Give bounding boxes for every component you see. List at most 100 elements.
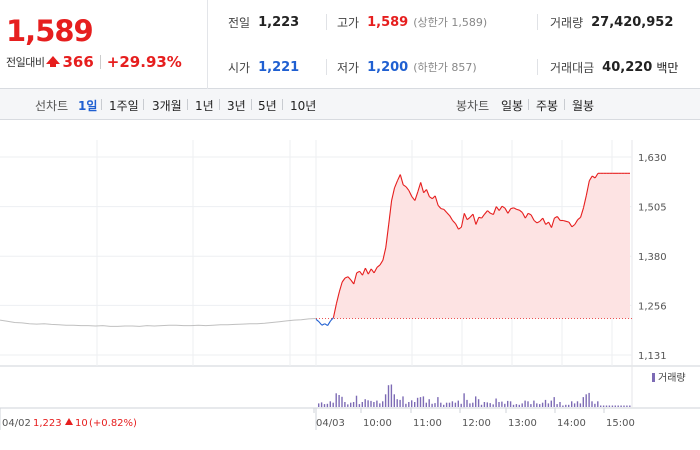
- line-chart-label: 선차트: [35, 99, 69, 113]
- y-tick-label: 1,131: [638, 351, 667, 362]
- volume-bar: [553, 397, 555, 407]
- tab-daily[interactable]: 일봉: [501, 99, 524, 113]
- price-segment: [411, 196, 416, 201]
- x-tick-label: 10:00: [363, 418, 392, 429]
- tab-1y[interactable]: 1년: [195, 99, 214, 113]
- divider: [537, 59, 538, 75]
- price-chart[interactable]: 1,630 1,505 1,380 1,256 1,131 04/03 10:00 11:0…: [0, 120, 700, 450]
- trade-value-label: 거래대금: [550, 60, 595, 75]
- volume-bar: [443, 404, 445, 407]
- price-segment: [469, 213, 474, 218]
- change-amount: 366: [62, 53, 94, 71]
- volume-bar: [617, 405, 619, 407]
- volume-bar: [483, 402, 486, 407]
- price-fill-area: [316, 173, 630, 319]
- price-segment: [335, 291, 340, 304]
- tab-divider: [101, 99, 102, 110]
- price-segment: [423, 189, 427, 194]
- tab-monthly[interactable]: 월봉: [572, 99, 595, 113]
- volume-bar: [562, 405, 564, 407]
- x-tick-label: 13:00: [508, 418, 537, 429]
- low-label: 저가: [337, 60, 360, 75]
- open-value: 1,221: [258, 59, 300, 75]
- x-tick-label: 15:00: [606, 418, 635, 429]
- tab-1d[interactable]: 1일: [78, 99, 98, 113]
- upper-limit-note: (상한가 1,589): [413, 16, 488, 29]
- price-segment: [425, 189, 430, 197]
- tab-3m[interactable]: 3개월: [152, 99, 182, 113]
- price-segment: [327, 320, 331, 326]
- low-price: 저가 1,200 (하한가 857): [337, 57, 477, 77]
- high-label: 고가: [337, 15, 360, 30]
- volume-bar: [611, 405, 614, 407]
- prev-close-value: 1,223: [258, 14, 300, 30]
- tab-divider: [219, 99, 220, 110]
- volume-bar: [573, 403, 576, 407]
- price-segment: [379, 259, 384, 266]
- volume-bar: [457, 400, 459, 407]
- price-segment: [481, 213, 486, 219]
- volume-bar: [620, 405, 622, 407]
- price-segment: [554, 216, 558, 219]
- price-segment: [501, 205, 506, 209]
- chart-svg[interactable]: 1,630 1,505 1,380 1,256 1,131 04/03 10:00 11:0…: [0, 120, 700, 450]
- price-summary: 1,589 전일대비 366 +29.93%: [0, 0, 208, 89]
- volume-bar: [588, 392, 590, 407]
- tab-weekly[interactable]: 주봉: [536, 99, 559, 113]
- volume-bar: [347, 404, 349, 407]
- price-segment: [504, 207, 509, 214]
- y-tick-label: 1,505: [638, 203, 667, 214]
- price-segment: [391, 187, 396, 201]
- price-segment: [364, 267, 369, 275]
- price-segment: [550, 217, 555, 228]
- price-segment: [539, 217, 544, 222]
- price-segment: [585, 180, 590, 196]
- volume-bar: [585, 394, 587, 407]
- volume-bar: [515, 404, 518, 407]
- volume: 거래량 27,420,952: [550, 12, 673, 32]
- price-segment: [367, 268, 372, 275]
- price-segment: [591, 175, 596, 179]
- tab-5y[interactable]: 5년: [258, 99, 277, 113]
- x-tick-label: 14:00: [557, 418, 586, 429]
- price-segment: [353, 272, 358, 285]
- up-arrow-icon: [46, 56, 61, 67]
- price-segment: [321, 323, 325, 326]
- volume-bar: [541, 402, 544, 407]
- prev-day-label: 04/02 1,223 10 (+0.82%): [2, 418, 137, 429]
- volume-bar: [323, 404, 326, 407]
- price-segment: [513, 207, 517, 210]
- volume-bar: [556, 404, 558, 407]
- x-tick-label: 12:00: [462, 418, 491, 429]
- tab-divider: [282, 99, 283, 110]
- volume-bar: [600, 405, 602, 407]
- volume-bar: [547, 403, 550, 407]
- price-segment: [347, 276, 352, 281]
- volume-bar: [434, 403, 436, 407]
- price-segment: [388, 200, 393, 225]
- price-segment: [350, 279, 355, 285]
- price-segment: [443, 209, 448, 213]
- price-segment: [580, 207, 585, 218]
- trade-value-unit: 백만: [656, 60, 679, 75]
- volume-bar: [533, 400, 535, 407]
- period-tabs: 선차트 1일 1주일 3개월 1년 3년 5년 10년 봉차트 일봉 주봉 월봉: [0, 89, 700, 120]
- tab-3y[interactable]: 3년: [227, 99, 246, 113]
- prev-close: 1,223: [33, 418, 62, 429]
- volume-bar: [408, 402, 410, 407]
- price-segment: [341, 277, 346, 283]
- prev-day-line: [0, 318, 317, 327]
- volume-bar: [614, 405, 616, 407]
- tab-10y[interactable]: 10년: [290, 99, 317, 113]
- price-segment: [475, 217, 480, 225]
- price-segment: [463, 213, 468, 220]
- x-tick-label: 04/03: [316, 418, 345, 429]
- volume-bar: [411, 400, 413, 408]
- volume-bar: [477, 399, 480, 407]
- volume-bar: [352, 402, 355, 407]
- prev-close-label: 전일: [228, 15, 251, 30]
- price-segment: [588, 175, 593, 182]
- volume-bar: [463, 393, 465, 408]
- price-segment: [440, 208, 445, 210]
- tab-1w[interactable]: 1주일: [109, 99, 139, 113]
